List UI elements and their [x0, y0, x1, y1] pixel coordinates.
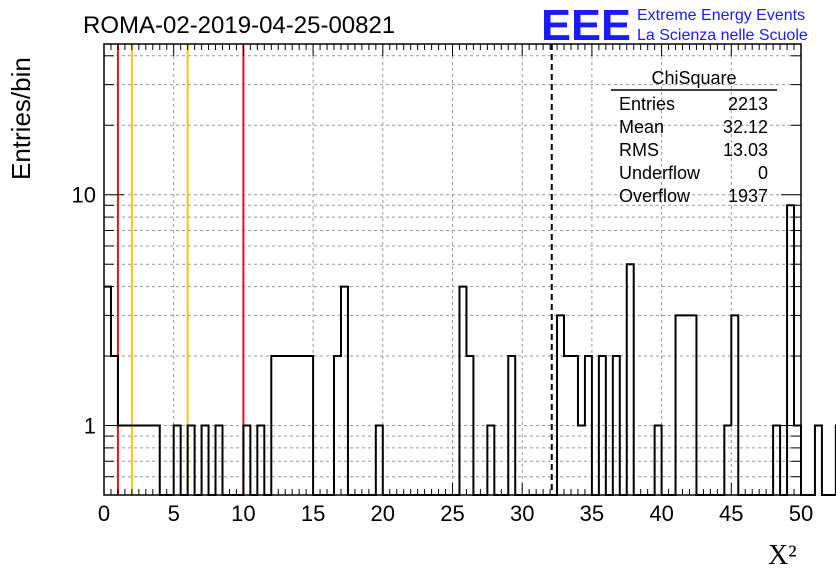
x-tick-label: 15 — [301, 501, 325, 526]
stats-box: ChiSquare Entries 2213 Mean 32.12 RMS 13… — [611, 68, 777, 206]
axes: 0 5 10 15 20 25 30 35 40 45 50 1 10 — [72, 44, 813, 526]
x-tick-label: 40 — [649, 501, 673, 526]
x-tick-label: 35 — [580, 501, 604, 526]
x-tick-label: 25 — [440, 501, 464, 526]
stats-row-value: 32.12 — [723, 117, 768, 137]
stats-row-value: 13.03 — [723, 140, 768, 160]
reference-lines — [116, 44, 553, 495]
x-tick-label: 50 — [789, 501, 813, 526]
histogram-outline — [104, 204, 836, 496]
stats-row-label: Entries — [619, 94, 675, 114]
eee-logo-line2: La Scienza nelle Scuole — [637, 27, 808, 44]
stats-row-label: Mean — [619, 117, 664, 137]
x-tick-label: 20 — [371, 501, 395, 526]
plot-frame — [103, 43, 802, 496]
y-tick-label: 1 — [84, 414, 96, 439]
stats-row-label: Underflow — [619, 163, 701, 183]
x-tick-label: 45 — [719, 501, 743, 526]
eee-logo-line1: Extreme Energy Events — [637, 7, 805, 24]
x-tick-label: 0 — [98, 501, 110, 526]
x-tick-label: 30 — [510, 501, 534, 526]
eee-logo-mark: EEE — [541, 1, 631, 50]
x-tick-label: 10 — [231, 501, 255, 526]
stats-row-label: RMS — [619, 140, 659, 160]
histogram — [104, 204, 836, 496]
stats-box-title: ChiSquare — [651, 68, 736, 88]
stats-row-value: 0 — [758, 163, 768, 183]
stats-row-value: 2213 — [728, 94, 768, 114]
x-tick-label: 5 — [168, 501, 180, 526]
eee-logo: EEE Extreme Energy Events La Scienza nel… — [541, 1, 808, 50]
y-tick-label: 10 — [72, 183, 96, 208]
stats-row-label: Overflow — [619, 186, 691, 206]
x-axis-label: X² — [768, 540, 797, 571]
chart-title: ROMA-02-2019-04-25-00821 — [83, 12, 395, 39]
stats-row-value: 1937 — [728, 186, 768, 206]
y-axis-label: Entries/bin — [6, 57, 36, 180]
